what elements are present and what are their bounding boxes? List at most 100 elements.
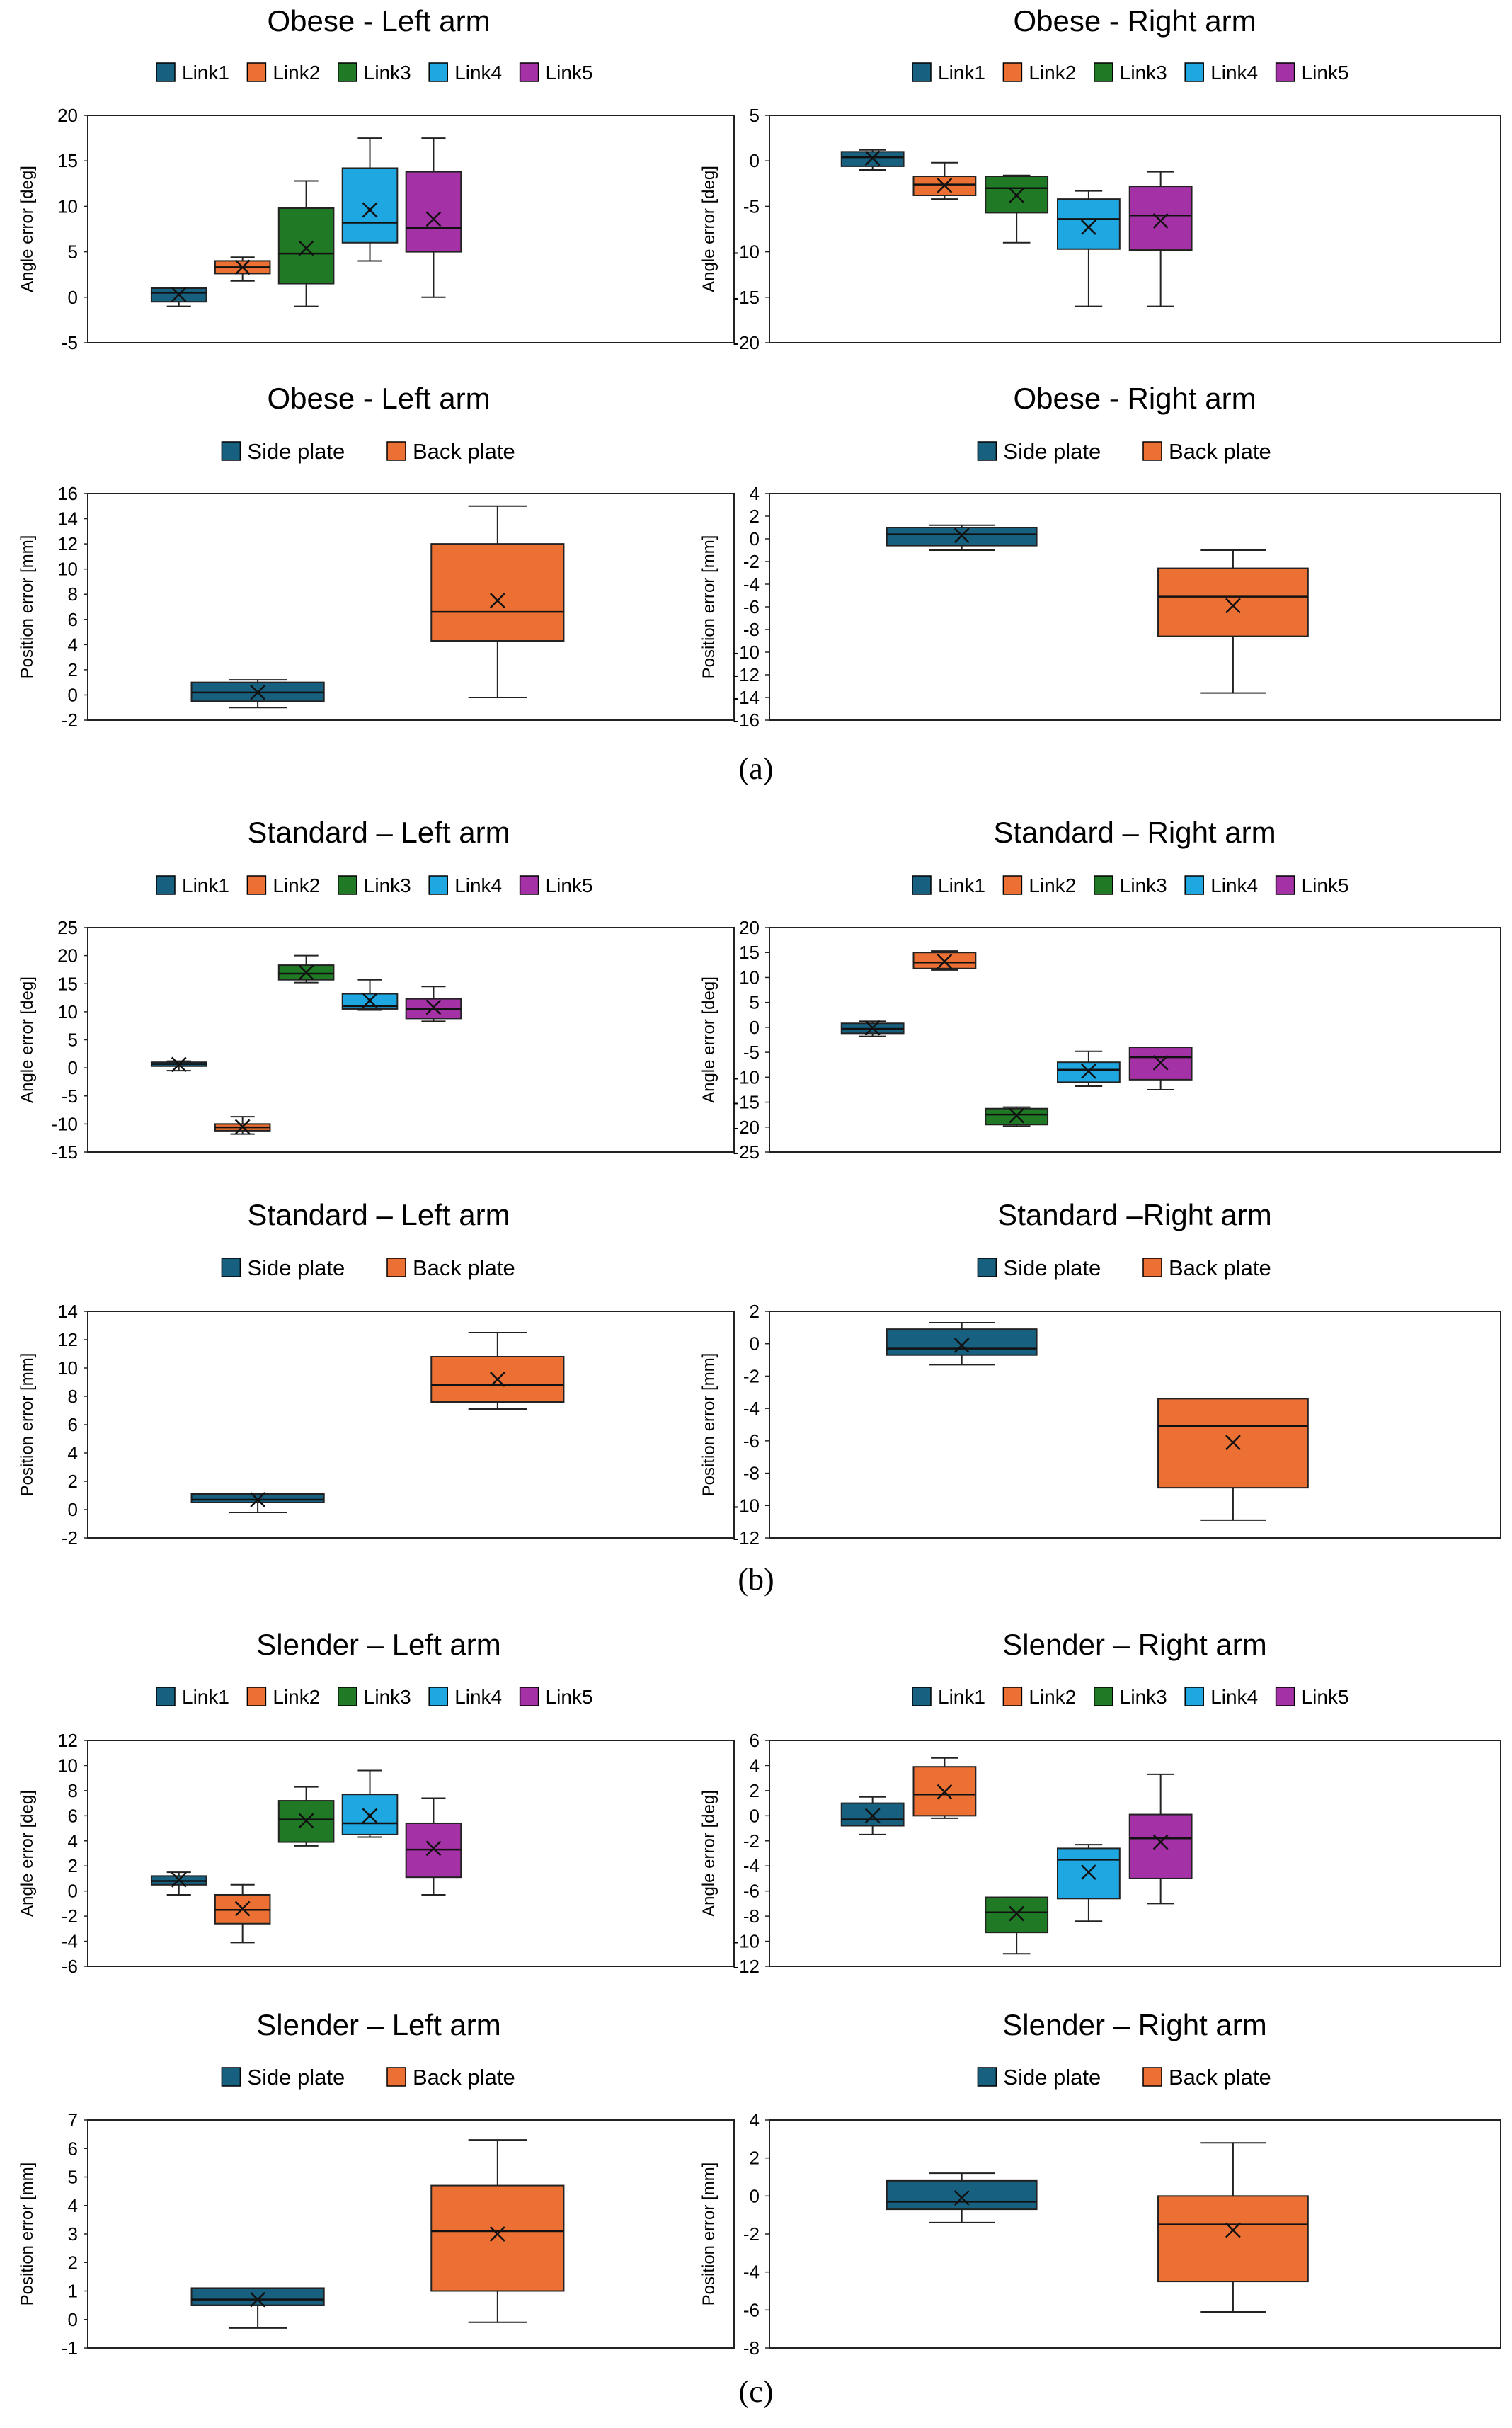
legend-label: Link3 [1120,1686,1167,1708]
y-tick-label: 0 [750,150,760,171]
legend-label: Back plate [413,439,515,464]
y-tick-label: -5 [743,195,760,217]
legend-swatch-link5 [1275,875,1295,895]
mean-marker [425,1840,442,1857]
y-tick-label: 0 [750,1805,760,1826]
legend: Link1 Link2 Link3 Link4 Link5 [912,1686,1349,1708]
legend-label: Link1 [938,1686,985,1708]
plot-frame [87,493,735,721]
y-tick-label: 6 [68,2138,78,2159]
mean-marker [171,1056,187,1073]
box-link5 [405,986,462,1022]
legend-swatch-link3 [1094,1687,1113,1706]
panel-label: (a) [739,751,774,786]
legend-swatch-link3 [1094,875,1113,895]
legend-label: Link2 [1029,62,1076,84]
y-tick-label: -2 [62,1527,78,1549]
chart-title: Obese - Left arm [267,382,490,415]
legend-label: Link3 [364,1686,411,1708]
mean-marker [937,954,953,969]
legend-swatch-link1 [912,62,932,82]
legend-label: Link5 [1302,62,1349,84]
panel-label: (b) [738,1562,774,1597]
y-tick-label: 4 [68,1830,78,1852]
box-link2 [912,950,977,971]
y-tick-label: 6 [68,609,78,630]
y-tick-label: -15 [733,1092,760,1113]
box-back-plate [430,2139,565,2323]
legend-label: Link5 [1302,874,1349,896]
y-tick-label: -10 [51,1113,78,1134]
legend-label: Back plate [413,2065,515,2090]
box-link3 [985,1896,1049,1955]
plot-frame [87,2119,735,2349]
legend-swatch-link4 [428,62,448,82]
y-tick-label: 10 [57,1755,78,1776]
y-tick-label: 2 [750,506,760,527]
iqr-box [886,2179,1038,2211]
chart-6: Standard – Left arm Side plate Back plate -… [18,1198,735,1549]
y-tick-label: 2 [68,1471,78,1492]
y-tick-label: 16 [57,483,78,504]
iqr-box [405,171,462,253]
mean-marker [1225,2222,1241,2238]
box-side-plate [886,1322,1038,1366]
legend-label: Link5 [546,1686,593,1708]
y-tick-label: -15 [51,1141,78,1163]
legend-label: Link1 [182,62,229,84]
y-tick-label: -4 [743,1398,760,1419]
y-tick-label: -4 [62,1931,78,1952]
mean-marker [864,1020,881,1036]
legend-swatch-side-plate [977,1258,997,1277]
box-link2 [912,1757,977,1819]
plot-frame [769,1740,1501,1967]
y-tick-label: -8 [743,619,760,640]
y-tick-label: 12 [57,1730,78,1751]
y-tick-label: -14 [733,687,760,708]
y-tick-label: 12 [57,1329,78,1350]
box-back-plate [1157,549,1309,694]
box-link2 [214,1116,271,1135]
iqr-box [886,1328,1038,1356]
y-axis-label: Angle error [deg] [699,1790,718,1917]
iqr-box [190,2287,325,2306]
iqr-box [1057,1847,1121,1900]
legend-swatch-link2 [1002,1687,1023,1706]
mean-marker [1152,213,1169,229]
legend-label: Link4 [454,1686,502,1708]
box-link1 [840,1796,905,1835]
legend-label: Back plate [1169,439,1271,464]
legend-swatch-link4 [428,1687,448,1706]
chart-title: Slender – Right arm [1002,2008,1267,2041]
chart-title: Slender – Right arm [1002,1628,1267,1661]
mean-marker [489,2226,505,2242]
box-link2 [912,161,977,200]
iqr-box [430,543,565,642]
chart-10: Slender – Left arm Side plate Back plate -1… [18,2008,735,2359]
legend-swatch-link1 [912,1687,932,1706]
legend-swatch-link5 [519,62,539,82]
iqr-box [985,1896,1049,1934]
y-axis-label: Angle error [deg] [18,976,37,1103]
box-link3 [277,954,335,984]
box-link3 [277,180,335,307]
legend-swatch-link5 [1275,1687,1295,1706]
y-tick-label: -2 [743,1365,760,1386]
iqr-box [840,1802,905,1827]
y-tick-label: 0 [750,2185,760,2206]
legend: Side plate Back plate [977,439,1271,464]
legend-swatch-link4 [1184,875,1204,895]
y-tick-label: 6 [68,1414,78,1435]
y-tick-label: 20 [739,917,760,938]
y-tick-label: 2 [68,1855,78,1876]
y-axis-label: Angle error [deg] [699,976,718,1103]
y-tick-label: -4 [743,574,760,595]
legend: Side plate Back plate [221,1255,515,1280]
mean-marker [234,1119,251,1135]
y-tick-label: 4 [750,483,760,504]
y-tick-label: -2 [743,1830,760,1852]
mean-marker [937,177,953,193]
